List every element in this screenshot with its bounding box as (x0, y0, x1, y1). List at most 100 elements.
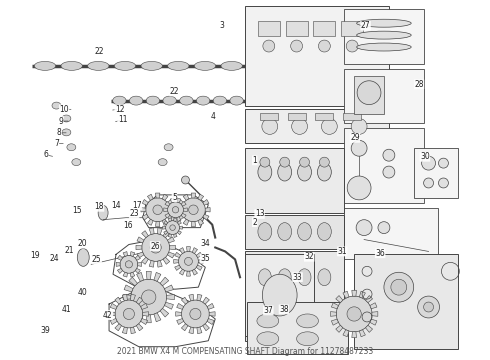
Polygon shape (189, 327, 194, 334)
Text: 11: 11 (118, 116, 127, 125)
Polygon shape (146, 315, 151, 323)
Bar (245, 255, 315, 336)
Ellipse shape (180, 96, 193, 105)
Ellipse shape (52, 102, 61, 109)
Polygon shape (203, 199, 209, 205)
Polygon shape (116, 262, 120, 266)
Polygon shape (192, 248, 197, 253)
Polygon shape (147, 219, 153, 225)
Ellipse shape (158, 159, 167, 166)
Text: 35: 35 (200, 254, 210, 263)
Ellipse shape (357, 43, 411, 51)
Ellipse shape (213, 96, 226, 105)
Polygon shape (124, 302, 133, 309)
Polygon shape (155, 193, 160, 198)
Polygon shape (209, 312, 215, 316)
Circle shape (439, 178, 448, 188)
Polygon shape (192, 269, 197, 275)
Circle shape (123, 309, 134, 320)
Polygon shape (170, 198, 174, 203)
Polygon shape (352, 332, 357, 338)
Circle shape (262, 118, 278, 134)
Polygon shape (203, 214, 209, 220)
Polygon shape (370, 303, 377, 309)
Bar (344, 9, 424, 64)
Ellipse shape (297, 163, 312, 181)
Polygon shape (183, 208, 187, 212)
Polygon shape (164, 231, 168, 235)
Polygon shape (170, 208, 174, 212)
Circle shape (181, 198, 205, 222)
Text: 22: 22 (95, 47, 104, 56)
Polygon shape (162, 194, 168, 200)
Text: 18: 18 (95, 202, 104, 211)
Polygon shape (181, 201, 186, 206)
Polygon shape (181, 324, 188, 331)
Polygon shape (198, 219, 204, 225)
Circle shape (181, 176, 190, 184)
Polygon shape (196, 252, 202, 257)
Bar (245, 215, 344, 249)
Polygon shape (366, 296, 372, 303)
Polygon shape (130, 294, 135, 301)
Polygon shape (165, 201, 170, 206)
Text: 7: 7 (54, 139, 59, 148)
Ellipse shape (196, 96, 210, 105)
Ellipse shape (257, 314, 279, 328)
Text: 5: 5 (172, 193, 177, 202)
Circle shape (153, 205, 163, 215)
Text: 15: 15 (73, 206, 82, 215)
Circle shape (347, 307, 361, 321)
Polygon shape (170, 245, 175, 250)
Polygon shape (130, 252, 135, 256)
Ellipse shape (230, 96, 244, 105)
Circle shape (346, 40, 358, 52)
Polygon shape (187, 271, 191, 276)
Text: 25: 25 (92, 255, 101, 264)
Text: 4: 4 (211, 112, 216, 121)
Ellipse shape (278, 163, 292, 181)
Polygon shape (207, 319, 214, 324)
Polygon shape (370, 319, 377, 325)
Circle shape (172, 207, 179, 213)
Polygon shape (163, 231, 170, 238)
Polygon shape (203, 324, 209, 331)
Bar (314, 21, 335, 36)
Polygon shape (141, 208, 146, 212)
Polygon shape (160, 277, 169, 286)
Polygon shape (141, 319, 147, 324)
Text: 41: 41 (61, 305, 71, 314)
Ellipse shape (72, 159, 81, 166)
Polygon shape (154, 273, 161, 281)
Circle shape (336, 296, 372, 332)
Polygon shape (168, 252, 174, 258)
Polygon shape (177, 217, 181, 221)
Polygon shape (168, 237, 174, 243)
Polygon shape (137, 237, 144, 243)
Text: 23: 23 (129, 210, 139, 219)
Polygon shape (118, 255, 122, 260)
Bar (344, 208, 439, 260)
Polygon shape (175, 265, 181, 270)
Bar (245, 6, 389, 105)
Bar (343, 113, 361, 121)
Ellipse shape (146, 96, 160, 105)
Polygon shape (162, 219, 168, 225)
Circle shape (142, 290, 156, 304)
Polygon shape (177, 319, 184, 324)
Polygon shape (109, 312, 115, 316)
Bar (341, 21, 363, 36)
Text: 38: 38 (279, 305, 289, 314)
Ellipse shape (258, 269, 271, 286)
Polygon shape (122, 327, 127, 334)
Polygon shape (164, 221, 168, 225)
Ellipse shape (296, 314, 318, 328)
Text: 13: 13 (255, 210, 265, 219)
Bar (344, 129, 424, 203)
Ellipse shape (417, 296, 440, 318)
Bar (414, 148, 458, 198)
Polygon shape (173, 234, 177, 238)
Polygon shape (183, 219, 189, 225)
Text: 12: 12 (115, 105, 124, 114)
Ellipse shape (67, 144, 76, 151)
